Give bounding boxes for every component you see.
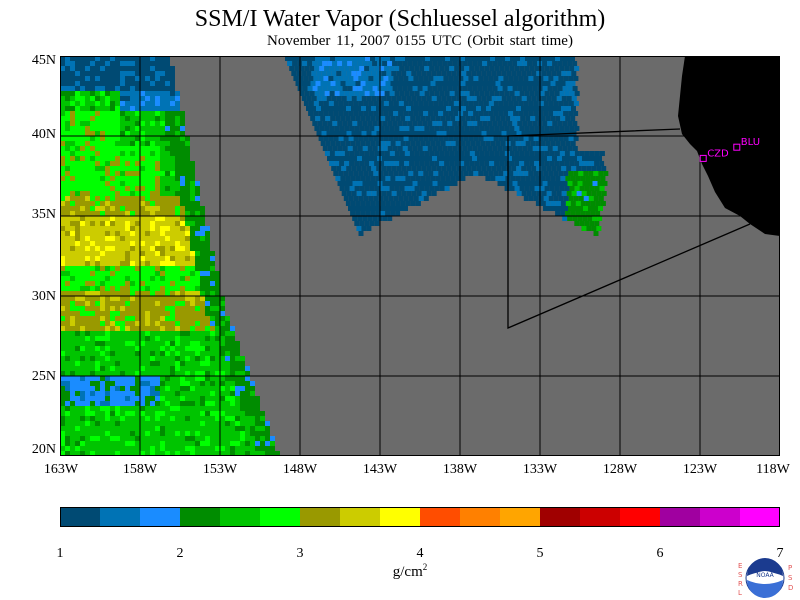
left-swath-field: [60, 56, 280, 456]
svg-text:D: D: [788, 584, 793, 592]
colorbar-tick-label: 7: [776, 546, 784, 561]
colorbar-swatch: [580, 507, 621, 527]
colorbar-swatch: [420, 507, 461, 527]
colorbar-tick-label: 4: [416, 546, 424, 561]
water-vapor-map: CZD BLU: [60, 56, 780, 456]
station-label: CZD: [707, 148, 729, 159]
colorbar-swatch: [220, 507, 261, 527]
middle-swath-field: [285, 56, 609, 236]
colorbar-swatch: [100, 507, 141, 527]
lon-label-153w: 153W: [202, 462, 238, 477]
colorbar-swatch: [660, 507, 701, 527]
colorbar-swatch: [140, 507, 181, 527]
colorbar-swatch: [700, 507, 741, 527]
lat-label-30n: 30N: [31, 289, 56, 304]
colorbar-swatch: [540, 507, 581, 527]
colorbar-swatch: [180, 507, 221, 527]
map-subtitle: November 11, 2007 0155 UTC (Orbit start …: [267, 33, 573, 49]
colorbar-tick-label: 3: [296, 546, 304, 561]
colorbar-swatch: [620, 507, 661, 527]
lon-label-143w: 143W: [362, 462, 398, 477]
svg-text:S: S: [788, 574, 793, 582]
noaa-emblem-text: NOAA: [756, 572, 774, 579]
lon-label-158w: 158W: [122, 462, 158, 477]
colorbar: [60, 507, 780, 527]
map-border: [60, 56, 780, 456]
noaa-emblem-sky: [747, 558, 783, 576]
lat-label-20n: 20N: [31, 442, 56, 457]
colorbar-tick-label: 6: [656, 546, 664, 561]
colorbar-units: g/cm2: [380, 562, 440, 581]
colorbar-swatches: [60, 507, 780, 527]
colorbar-swatch: [500, 507, 541, 527]
colorbar-frame: [60, 507, 780, 527]
noaa-emblem-sea: [747, 580, 783, 598]
colorbar-swatch: [460, 507, 501, 527]
colorbar-tick-label: 5: [536, 546, 544, 561]
lat-lon-grid: [60, 56, 780, 456]
svg-text:E: E: [738, 562, 742, 570]
svg-text:S: S: [738, 571, 743, 579]
colorbar-swatch: [340, 507, 381, 527]
map-title: SSM/I Water Vapor (Schluessel algorithm): [194, 6, 606, 32]
station-markers: CZD BLU: [699, 137, 760, 162]
lat-label-40n: 40N: [31, 127, 56, 142]
svg-text:R: R: [738, 580, 743, 588]
colorbar-swatch: [380, 507, 421, 527]
lon-label-163w: 163W: [43, 462, 79, 477]
units-superscript: 2: [422, 562, 428, 572]
lon-label-123w: 123W: [682, 462, 718, 477]
units-text: g/cm: [392, 564, 423, 580]
lon-label-118w: 118W: [756, 462, 790, 477]
lat-label-45n: 45N: [31, 53, 56, 68]
noaa-emblem-bird: [749, 571, 781, 582]
lon-label-133w: 133W: [522, 462, 558, 477]
map-canvas: CZD BLU: [60, 56, 780, 456]
colorbar-tick-label: 1: [56, 546, 64, 561]
orbit-track-outline: [507, 128, 751, 329]
svg-text:L: L: [738, 589, 742, 597]
lon-label-128w: 128W: [602, 462, 638, 477]
lat-label-35n: 35N: [31, 207, 56, 222]
station-label: BLU: [741, 137, 760, 148]
station-marker: [699, 154, 707, 162]
psd-letters: PSD: [788, 564, 793, 592]
lat-label-25n: 25N: [31, 369, 56, 384]
lon-label-148w: 148W: [282, 462, 318, 477]
lon-label-138w: 138W: [442, 462, 478, 477]
colorbar-swatch: [300, 507, 341, 527]
station-marker: [733, 143, 741, 151]
colorbar-swatch: [260, 507, 301, 527]
colorbar-tick-label: 2: [176, 546, 184, 561]
svg-text:P: P: [788, 564, 792, 572]
colorbar-swatch: [60, 507, 101, 527]
california-land: [678, 56, 780, 236]
colorbar-swatch: [740, 507, 780, 527]
